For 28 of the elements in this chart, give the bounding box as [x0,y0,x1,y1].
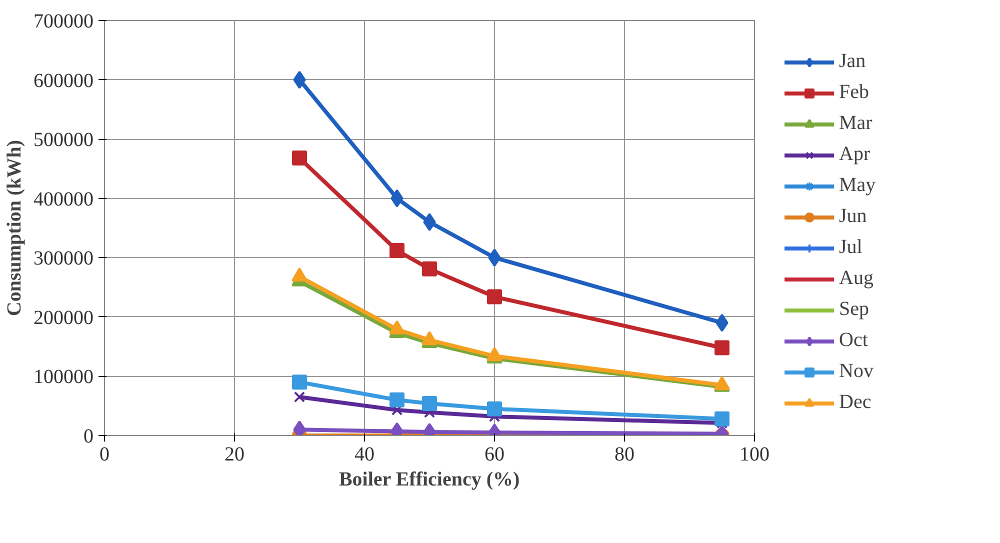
legend-label: Jul [839,236,862,259]
y-tick-label: 700000 [34,10,94,32]
x-tick-label: 40 [354,444,374,466]
legend-label: Jan [839,50,866,73]
x-tick-label: 60 [484,444,504,466]
x-tick-label: 0 [100,444,110,466]
y-tick-label: 100000 [34,366,94,388]
x-tick-label: 100 [740,444,770,466]
legend-label: Jun [839,205,867,228]
legend-label: May [839,174,876,197]
legend-label: Feb [839,81,869,104]
y-tick-label: 300000 [34,248,94,270]
legend-label: Apr [839,143,870,166]
x-axis-title: Boiler Efficiency (%) [338,468,520,490]
legend-label: Mar [839,112,872,135]
legend-label: Aug [839,267,874,290]
y-tick-label: 500000 [34,129,94,152]
x-tick-label: 20 [224,444,244,466]
y-tick-label: 0 [84,426,94,448]
y-tick-label: 200000 [34,306,94,329]
legend-label: Nov [839,360,874,383]
legend-label: Sep [839,298,869,321]
y-axis-title: Consumption (kWh) [4,140,26,316]
y-tick-label: 400000 [34,188,94,210]
legend-label: Oct [839,329,868,352]
x-tick-label: 80 [614,444,634,466]
y-tick-label: 600000 [34,70,94,92]
legend-label: Dec [839,391,872,414]
